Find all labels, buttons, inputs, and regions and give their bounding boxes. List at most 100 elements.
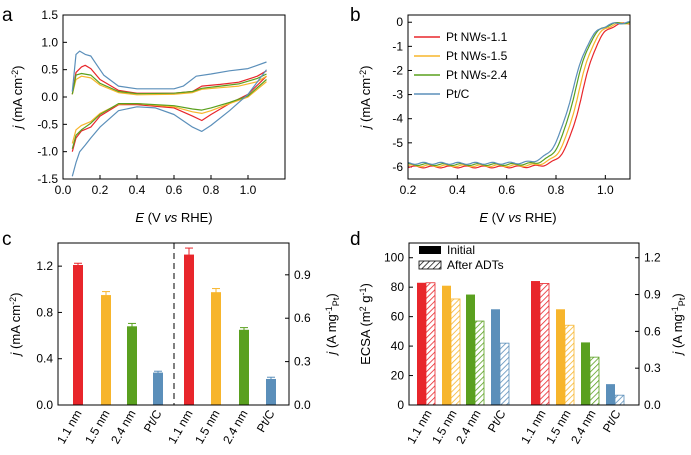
c-rylabel-close: ) xyxy=(324,293,339,297)
b-xlabel-rhe: RHE) xyxy=(521,210,556,225)
panel-a-xlabel: E (V vs RHE) xyxy=(135,210,212,225)
d-ltick-label: 60 xyxy=(391,310,405,324)
b-ytick-label: -2 xyxy=(392,63,403,77)
c-ltick-label: 0.8 xyxy=(36,305,53,319)
b-ytick-label: -6 xyxy=(392,160,403,174)
a-ylabel-unit: (mA cm xyxy=(10,78,25,126)
panel-c-ticks: 0.0 0.4 0.8 1.2 0.0 0.3 0.6 0.9 xyxy=(36,259,311,412)
c-category-label: 2.4 nm xyxy=(220,407,250,446)
a-series-1-anodic xyxy=(71,75,267,96)
d-ltick-label: 0 xyxy=(397,398,404,412)
b-xlabel-vs: vs xyxy=(508,210,522,225)
d-rylabel-unit: (A mg xyxy=(670,314,685,352)
legend-initial-swatch xyxy=(419,246,441,254)
panel-a-ylabel: j (mA cm-2) xyxy=(10,66,25,131)
d-ltick-label: 80 xyxy=(391,280,405,294)
b-xtick-label: 0.6 xyxy=(498,183,515,197)
b-ytick-label: -5 xyxy=(392,136,403,150)
panel-a-curves xyxy=(71,50,267,177)
d-rylabel-close: ) xyxy=(670,293,685,297)
d-bar-mass-initial-3 xyxy=(606,384,615,405)
a-ytick-label: 1.0 xyxy=(41,35,58,49)
c-rtick-label: 0.3 xyxy=(294,355,311,369)
c-bar-ma-0 xyxy=(184,254,194,405)
d-bar-ecsa-initial-1 xyxy=(442,285,451,405)
c-rylabel-unit: (A mg xyxy=(324,314,339,352)
d-category-label: Pt/C xyxy=(600,407,624,435)
c-category-label: Pt/C xyxy=(141,407,165,435)
d-category-label: Pt/C xyxy=(485,407,509,435)
d-ltick-label: 20 xyxy=(391,369,405,383)
b-ytick-label: -3 xyxy=(392,88,403,102)
d-bar-ecsa-initial-2 xyxy=(466,294,475,405)
b-ylabel-unit: (mA cm xyxy=(358,78,373,126)
d-bar-ecsa-after-2 xyxy=(474,320,485,406)
b-xtick-label: 0.4 xyxy=(449,183,466,197)
b-xlabel-v: (V xyxy=(488,210,508,225)
b-xtick-label: 0.8 xyxy=(548,183,565,197)
legend-after-swatch xyxy=(418,260,442,270)
c-category-label: 1.5 nm xyxy=(192,407,222,446)
c-lylabel-unit: (mA cm xyxy=(8,305,23,353)
a-series-2-cathodic xyxy=(71,79,267,150)
d-lylabel-a: ECSA (m xyxy=(358,311,373,364)
c-rylabel-sub: Pt xyxy=(331,297,341,306)
b-xtick-label: 0.2 xyxy=(400,183,417,197)
a-ylabel-exp: -2 xyxy=(10,70,20,78)
panel-c: 0.00.40.81.20.00.30.60.9 1.1 nm1.5 nm2.4… xyxy=(8,242,341,446)
a-ytick-label: 0.0 xyxy=(41,90,58,104)
b-legend-label-0: Pt NWs-1.1 xyxy=(446,30,508,44)
panel-d: 0 20 40 60 80 100 0.0 0.3 0.6 0.9 1.2 1.1 nm1.5 nm… xyxy=(358,242,687,446)
a-xlabel-rhe: RHE) xyxy=(177,210,212,225)
d-bar-mass-initial-2 xyxy=(581,342,590,405)
b-series-3 xyxy=(407,21,631,165)
panel-d-bars: 1.1 nm1.5 nm2.4 nm Pt/C 1.1 nm1.5 nm2.4 nm… xyxy=(404,281,625,446)
c-bar-sa-1 xyxy=(101,295,111,405)
d-bar-mass-after-3 xyxy=(614,394,625,406)
panel-b: 0.2 0.4 0.6 0.8 1.00-1-2-3-4-5-6 Pt NWs-1.1P… xyxy=(358,14,631,225)
a-ylabel-j: j xyxy=(10,124,25,130)
a-xtick-label: 1.0 xyxy=(240,183,257,197)
b-series-2 xyxy=(408,21,631,167)
c-rtick-label: 0.0 xyxy=(294,398,311,412)
panel-a: 0.0 0.2 0.4 0.6 0.8 1.0 -1.5 -1.0 -0.5 0.0 0.5 1.0 1… xyxy=(10,8,286,225)
b-ytick-label: 0 xyxy=(396,15,403,29)
c-category-label: Pt/C xyxy=(254,407,278,435)
d-bar-mass-initial-1 xyxy=(556,309,565,405)
c-ltick-label: 1.2 xyxy=(36,259,53,273)
c-bar-ma-3 xyxy=(266,378,276,405)
c-rylabel-exp: -1 xyxy=(324,306,334,314)
a-series-3-cathodic xyxy=(71,69,267,177)
a-series-3-anodic xyxy=(71,50,267,92)
panel-a-frame xyxy=(62,14,286,180)
a-series-2-anodic xyxy=(71,72,267,95)
b-legend-label-2: Pt NWs-2.4 xyxy=(446,68,508,82)
panel-label-a: a xyxy=(2,5,13,26)
c-bar-sa-2 xyxy=(127,326,137,405)
c-bar-ma-1 xyxy=(211,292,221,405)
a-xtick-label: 0.4 xyxy=(129,183,146,197)
c-lylabel-exp: -2 xyxy=(8,297,18,305)
legend-after-label: After ADTs xyxy=(447,258,504,272)
c-rtick-label: 0.9 xyxy=(294,268,311,282)
d-bar-mass-after-2 xyxy=(589,356,600,406)
d-category-label: 2.4 nm xyxy=(453,407,483,446)
a-xlabel-vs: vs xyxy=(164,210,178,225)
d-rtick-label: 0.0 xyxy=(644,398,661,412)
d-rtick-label: 1.2 xyxy=(644,251,661,265)
a-ylabel-close: ) xyxy=(10,66,25,70)
panel-c-right-ylabel: j (A mg-1Pt) xyxy=(324,293,341,356)
a-xtick-label: 0.6 xyxy=(166,183,183,197)
c-bar-ma-2 xyxy=(239,329,249,405)
panel-b-frame xyxy=(407,14,631,180)
d-ltick-label: 100 xyxy=(384,251,404,265)
d-bar-mass-after-0 xyxy=(539,283,550,406)
d-bar-ecsa-after-1 xyxy=(450,298,461,406)
panel-c-left-ylabel: j (mA cm-2) xyxy=(8,293,23,358)
c-bar-sa-3 xyxy=(153,372,163,405)
panel-b-legend: Pt NWs-1.1 Pt NWs-1.5 Pt NWs-2.4 Pt/C xyxy=(414,30,508,101)
panel-a-ticks: 0.0 0.2 0.4 0.6 0.8 1.0 -1.5 -1.0 -0.5 0.0 0.5 1.0 1… xyxy=(37,8,256,197)
a-xlabel-e: E xyxy=(135,210,144,225)
panel-b-ticks: 0.2 0.4 0.6 0.8 1.0 0 -1 -2 -3 -4 -5 -6 xyxy=(392,15,614,197)
